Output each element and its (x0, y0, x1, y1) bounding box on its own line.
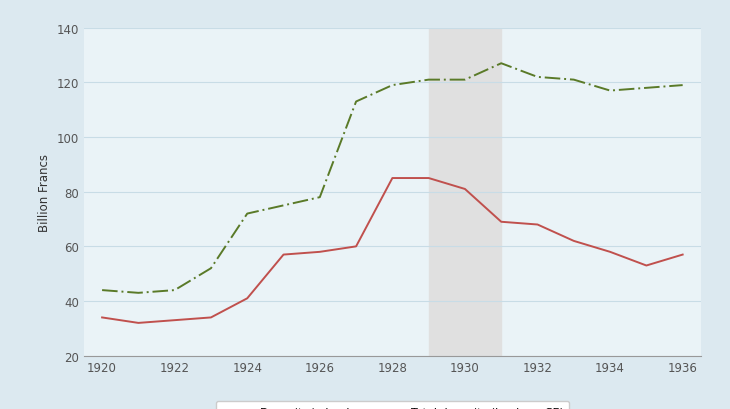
Y-axis label: Billion Francs: Billion Francs (38, 153, 51, 231)
Legend: Deposits in banks, Total deposits (banks + CE): Deposits in banks, Total deposits (banks… (215, 401, 569, 409)
Bar (429, 29, 502, 356)
